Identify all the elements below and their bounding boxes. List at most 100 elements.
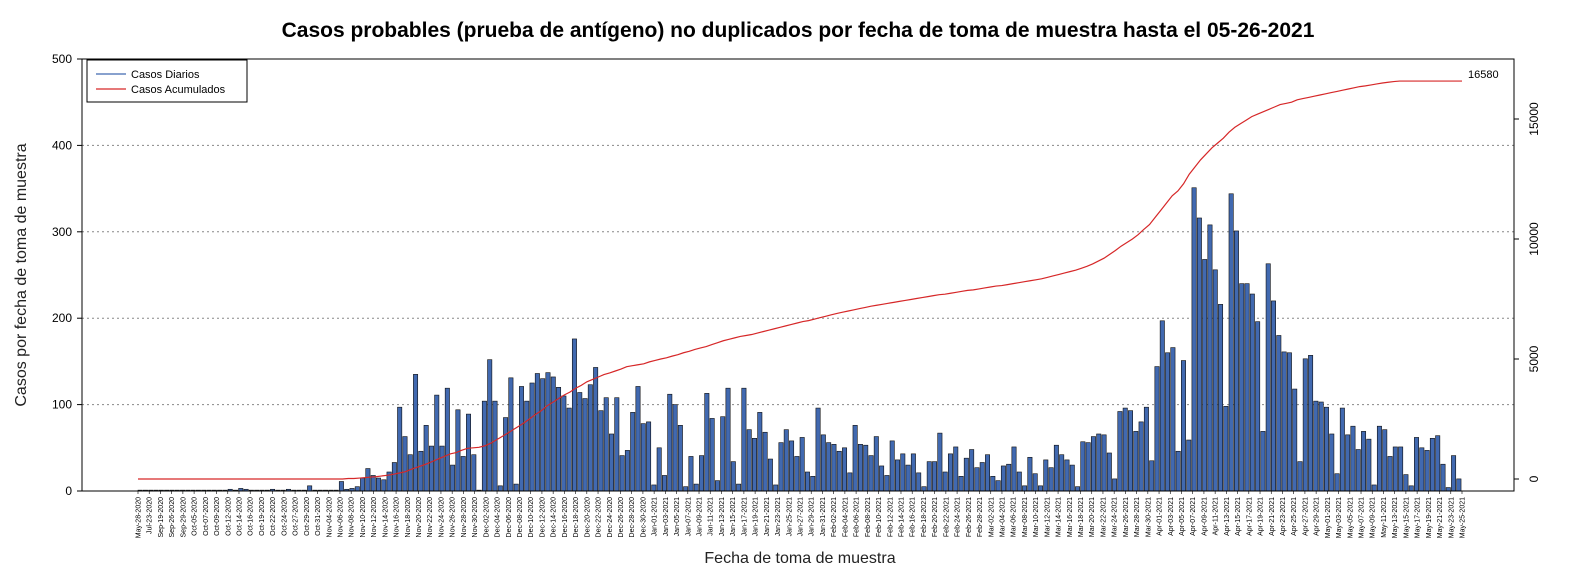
x-tick-label: Nov-18-2020: [405, 497, 412, 538]
x-tick-label: Oct-27-2020: [293, 497, 300, 536]
bar: [1112, 478, 1118, 492]
x-tick-label: Dec-22-2020: [596, 497, 603, 538]
x-tick-label: Mar-18-2021: [1078, 497, 1085, 537]
bar: [1292, 388, 1298, 492]
bar: [1043, 459, 1049, 492]
bar: [926, 461, 932, 492]
bar: [1456, 478, 1462, 492]
bar: [1429, 437, 1435, 492]
x-tick-label: Oct-24-2020: [281, 497, 288, 536]
x-tick-label: Mar-04-2021: [999, 497, 1006, 537]
bar: [1445, 487, 1451, 492]
bar: [688, 456, 694, 492]
bar: [1122, 407, 1128, 492]
gridlines: [82, 144, 1514, 406]
bar: [889, 440, 895, 492]
bar: [466, 413, 471, 492]
bar: [1075, 486, 1081, 492]
x-tick-label: Mar-16-2021: [1067, 497, 1074, 537]
x-tick-label: Dec-16-2020: [562, 497, 569, 538]
x-tick-label: Jan-13-2021: [719, 497, 726, 536]
bar: [725, 387, 731, 492]
bar: [434, 394, 440, 492]
bar: [704, 393, 710, 492]
x-tick-label: Jan-11-2021: [708, 497, 715, 536]
x-tick-label: Nov-14-2020: [382, 497, 389, 538]
bar: [1324, 406, 1329, 492]
x-tick-label: Feb-04-2021: [842, 497, 849, 537]
bar: [852, 425, 858, 492]
bar: [492, 400, 498, 492]
bar: [752, 437, 757, 492]
bar: [307, 485, 313, 492]
bar: [540, 378, 546, 492]
x-tick-label: Nov-12-2020: [371, 497, 378, 538]
bar: [1329, 433, 1335, 492]
bar: [937, 432, 943, 492]
x-tick-label: May-09-2021: [1370, 497, 1377, 538]
bar: [614, 397, 620, 492]
x-tick-label: Apr-11-2021: [1213, 497, 1220, 536]
y2-tick-label: 0: [1527, 475, 1541, 482]
x-tick-label: Nov-30-2020: [472, 497, 479, 538]
x-tick-label: Feb-14-2021: [898, 497, 905, 537]
bar: [1064, 459, 1070, 492]
x-tick-label: Dec-12-2020: [539, 497, 546, 538]
cumulative-line: [138, 80, 1462, 480]
bar: [635, 386, 641, 492]
bar: [947, 453, 953, 492]
bar: [1297, 461, 1303, 492]
x-tick-label: Apr-21-2021: [1269, 497, 1276, 536]
bar: [990, 476, 996, 492]
x-tick-label: Nov-24-2020: [438, 497, 445, 538]
x-tick-label: Apr-07-2021: [1190, 497, 1197, 536]
bar: [1085, 442, 1091, 492]
bar: [1408, 485, 1414, 492]
bar: [1376, 425, 1382, 492]
x-tick-label: Dec-10-2020: [528, 497, 535, 538]
x-tick-label: May-03-2021: [1336, 497, 1343, 538]
bar: [428, 445, 434, 492]
bar: [1133, 431, 1139, 492]
x-tick-label: Oct-09-2020: [214, 497, 221, 536]
bar: [1048, 467, 1054, 492]
bar: [1440, 463, 1446, 492]
bar: [826, 442, 832, 492]
x-tick-label: May-07-2021: [1359, 497, 1366, 538]
x-tick-label: Jan-09-2021: [697, 497, 704, 536]
x-tick-label: Mar-12-2021: [1044, 497, 1051, 537]
bar: [582, 398, 588, 492]
x-tick-label: Feb-16-2021: [910, 497, 917, 537]
bar: [910, 453, 916, 492]
x-tick-label: Apr-01-2021: [1157, 497, 1164, 536]
x-tick-label: Dec-14-2020: [551, 497, 558, 538]
bar: [1090, 436, 1096, 492]
x-tick-label: Sep-29-2020: [180, 497, 187, 538]
plot-border: [81, 58, 1515, 492]
bar: [1233, 230, 1239, 492]
x-tick-label: Jan-27-2021: [798, 497, 805, 536]
bar: [714, 480, 720, 492]
bar: [1196, 217, 1202, 492]
bar: [1255, 321, 1261, 492]
x-tick-label: Oct-07-2020: [203, 497, 210, 536]
x-tick-label: Nov-04-2020: [326, 497, 333, 538]
bar: [804, 471, 810, 492]
bar: [1424, 450, 1430, 492]
bar: [1281, 351, 1287, 492]
bar: [1302, 358, 1308, 492]
bar: [1059, 454, 1065, 492]
bar: [1117, 411, 1123, 492]
x-tick-label: Jan-05-2021: [674, 497, 681, 536]
bar: [683, 486, 689, 492]
bar: [561, 395, 567, 492]
x-tick-label: Jan-29-2021: [809, 497, 816, 536]
bar: [1143, 406, 1149, 492]
bar: [1202, 259, 1208, 492]
x-tick-label: Jan-07-2021: [685, 497, 692, 536]
bar: [460, 456, 466, 492]
bar: [693, 483, 699, 492]
bar: [995, 480, 1001, 492]
bar: [1371, 484, 1377, 492]
